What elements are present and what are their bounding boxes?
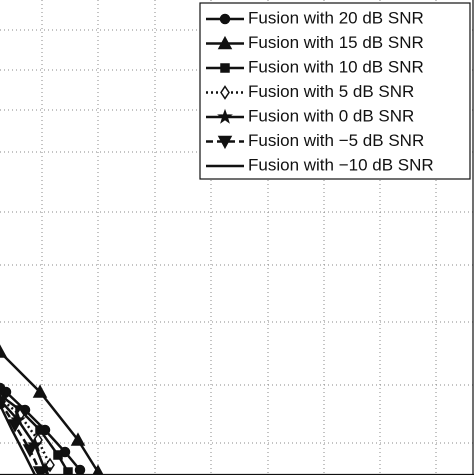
legend-label: Fusion with 15 dB SNR (248, 33, 424, 52)
marker (0, 344, 8, 358)
marker (7, 419, 23, 433)
marker (74, 464, 86, 475)
series-line (0, 404, 37, 475)
marker (220, 63, 230, 73)
marker (92, 464, 104, 475)
marker (53, 450, 63, 460)
marker (63, 467, 73, 475)
marker (32, 384, 48, 398)
series-line (0, 351, 100, 473)
marker (70, 432, 86, 446)
marker (217, 35, 233, 50)
marker (217, 135, 233, 150)
legend-label: Fusion with 20 dB SNR (248, 8, 424, 27)
marker (35, 425, 45, 435)
legend-label: Fusion with 5 dB SNR (248, 82, 414, 101)
legend-label: Fusion with 10 dB SNR (248, 57, 424, 76)
marker (220, 85, 230, 100)
plot-area (0, 344, 104, 475)
marker (217, 108, 233, 124)
series-line (0, 399, 47, 471)
legend-label: Fusion with −10 dB SNR (248, 155, 434, 174)
series-line (0, 401, 42, 473)
series-line (0, 397, 52, 466)
marker (219, 13, 231, 25)
marker (22, 444, 38, 458)
legend: Fusion with 20 dB SNR Fusion with 15 dB S… (199, 2, 471, 180)
legend-label: Fusion with 0 dB SNR (248, 106, 414, 125)
marker (32, 466, 48, 475)
legend-label: Fusion with −5 dB SNR (248, 131, 424, 150)
legend-box (199, 2, 471, 180)
